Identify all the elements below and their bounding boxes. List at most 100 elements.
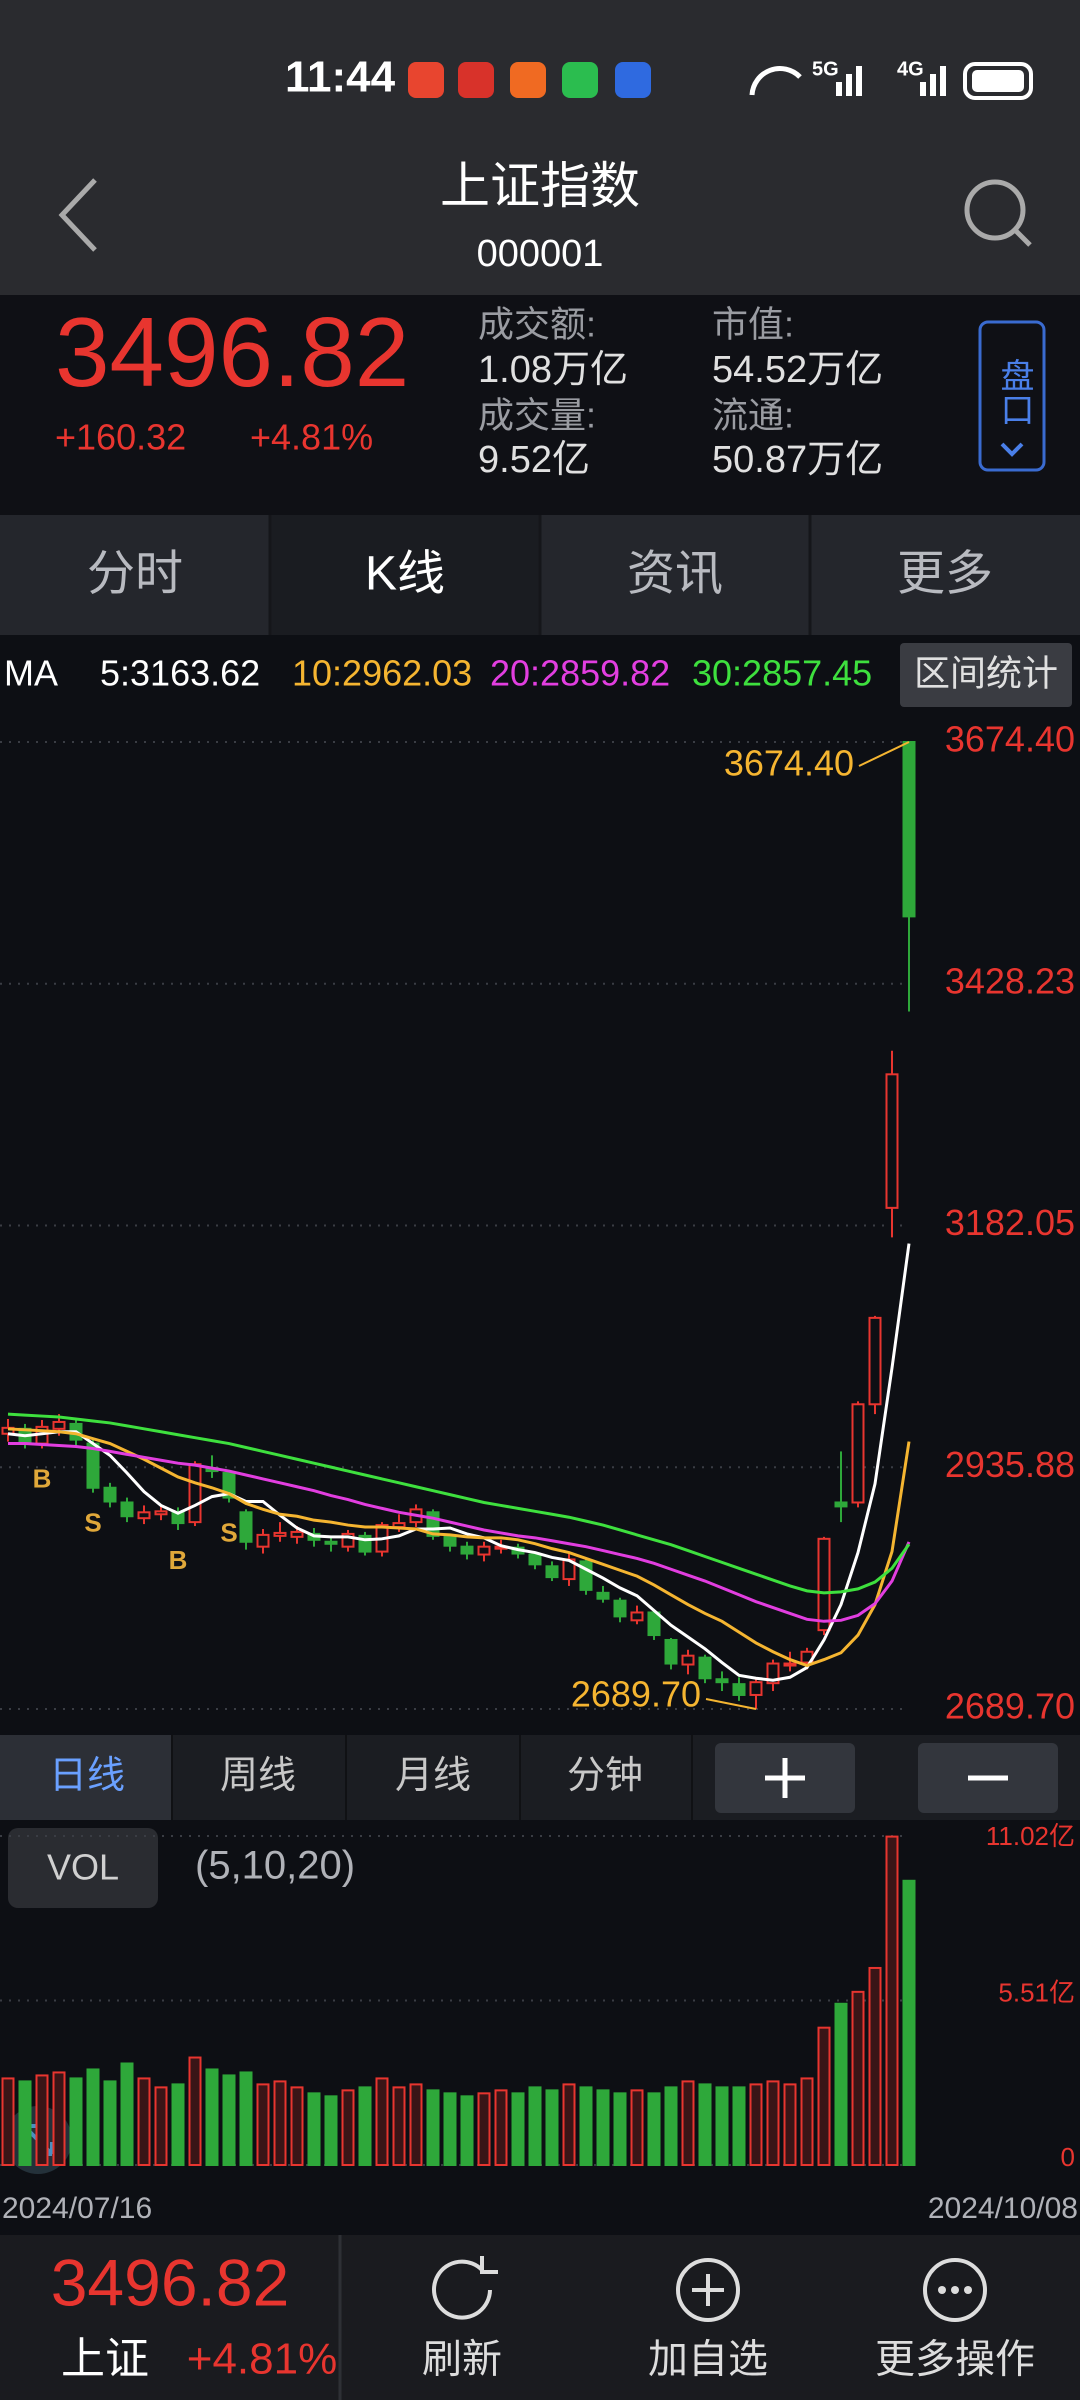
period-tab[interactable]: 周线 xyxy=(220,1755,296,1797)
battery xyxy=(963,62,1033,100)
candle-body xyxy=(681,1654,695,1666)
candle-body xyxy=(273,1531,287,1537)
app-icon xyxy=(562,62,598,98)
volume-bar xyxy=(732,2086,746,2166)
volume-bar xyxy=(749,2083,763,2167)
candle-body xyxy=(137,1511,151,1520)
signal-bar xyxy=(930,74,936,96)
clock: 11:44 xyxy=(285,53,396,102)
volume-bar xyxy=(188,2056,202,2167)
legend-entry: 20:2859.82 xyxy=(490,653,670,694)
stat-value: 50.87万亿 xyxy=(712,439,883,481)
period-tab[interactable]: 月线 xyxy=(395,1755,471,1797)
volume-bar xyxy=(409,2083,423,2167)
stat-value: 9.52亿 xyxy=(478,439,590,481)
active-period-bg xyxy=(0,1735,172,1820)
change: +160.32 xyxy=(55,417,186,458)
signal-label: B xyxy=(169,1545,188,1575)
refresh-button[interactable]: 刷新 xyxy=(422,2256,502,2382)
volume-bar xyxy=(69,2077,83,2167)
more-actions-button[interactable]: 更多操作 xyxy=(875,2258,1035,2382)
app-icon xyxy=(408,62,444,98)
signal-bar xyxy=(836,82,842,96)
stat-label: 流通: xyxy=(712,395,794,436)
x-tick-label: 2024/10/08 xyxy=(928,2192,1078,2225)
bottom-name: 上证 xyxy=(61,2335,149,2384)
candle-body xyxy=(103,1486,117,1503)
legend-entry: 5:3163.62 xyxy=(100,653,260,694)
bottom-bg xyxy=(0,2235,1080,2400)
volume-bar xyxy=(341,2089,355,2167)
volume-bar xyxy=(664,2086,678,2166)
refresh-icon xyxy=(432,2259,492,2320)
volume-bar xyxy=(579,2086,593,2166)
volume-bar xyxy=(392,2086,406,2166)
candle-body xyxy=(358,1534,372,1553)
quote-bg xyxy=(0,295,1080,515)
volume-bar xyxy=(596,2089,610,2167)
legend-entry: 10:2962.03 xyxy=(292,653,472,694)
volume-bar xyxy=(851,1990,865,2167)
button-bg xyxy=(900,643,1072,707)
tab[interactable]: 资讯 xyxy=(627,548,723,601)
page-title: 上证指数 xyxy=(440,158,640,214)
volume-bar xyxy=(511,2092,525,2166)
stat-value: 54.52万亿 xyxy=(712,349,883,391)
add-watchlist-button[interactable]: 加自选 xyxy=(648,2258,768,2382)
tab[interactable]: 更多 xyxy=(897,548,993,601)
candle-body xyxy=(885,1073,899,1209)
candle-body xyxy=(528,1553,542,1566)
candle-body xyxy=(426,1511,440,1537)
candle-body xyxy=(902,741,916,918)
zoom-out-button[interactable] xyxy=(918,1743,1058,1813)
candle-body xyxy=(1,1426,15,1435)
period-bg xyxy=(0,1735,1080,1820)
y-tick-label: 5.51亿 xyxy=(998,1977,1075,2007)
volume-bar xyxy=(902,1879,916,2166)
signal-bar xyxy=(846,74,852,96)
x-tick-label: 2024/07/16 xyxy=(2,2192,152,2225)
candle-body xyxy=(783,1662,797,1667)
volume-bar xyxy=(800,2077,814,2167)
min-label: 2689.70 xyxy=(571,1674,701,1715)
volume-bar xyxy=(120,2062,134,2167)
index-code: 000001 xyxy=(477,233,604,275)
order-book-button[interactable]: 盘口 xyxy=(978,320,1046,472)
active-tab-bg xyxy=(270,515,540,635)
action-label: 加自选 xyxy=(648,2338,768,2382)
candle-body xyxy=(732,1683,746,1696)
volume-bar xyxy=(885,1835,899,2166)
volume-bar xyxy=(103,2080,117,2166)
zoom-in-button[interactable] xyxy=(715,1743,855,1813)
volume-bar xyxy=(783,2083,797,2167)
button-label: 盘口 xyxy=(995,358,1033,426)
volume-bar xyxy=(477,2092,491,2166)
back-button[interactable] xyxy=(58,178,97,252)
vol-params: (5,10,20) xyxy=(195,1844,355,1888)
search-icon xyxy=(1013,228,1032,247)
signal-bar xyxy=(920,82,926,96)
volume-bar xyxy=(494,2089,508,2167)
search-button[interactable] xyxy=(964,179,1032,247)
tab[interactable]: 分时 xyxy=(87,548,183,601)
volume-bar xyxy=(256,2083,270,2167)
button-label: 区间统计 xyxy=(914,653,1058,694)
volume-bar xyxy=(766,2080,780,2166)
candle-body xyxy=(766,1662,780,1685)
range-stats-button[interactable]: 区间统计 xyxy=(900,643,1072,707)
more-icon xyxy=(923,2258,987,2322)
max-pointer xyxy=(858,741,910,767)
volume-bar xyxy=(290,2086,304,2166)
bottom-price: 3496.82 xyxy=(51,2245,290,2319)
tab[interactable]: K线 xyxy=(365,548,445,601)
volume-bar xyxy=(171,2083,185,2167)
candle-body xyxy=(120,1501,134,1518)
candle-body xyxy=(851,1403,865,1504)
period-tab[interactable]: 分钟 xyxy=(567,1755,643,1797)
volume-bar xyxy=(18,2080,32,2166)
candle-body xyxy=(460,1545,474,1555)
period-tab[interactable]: 日线 xyxy=(49,1755,125,1797)
app-icon xyxy=(615,62,651,98)
more-icon xyxy=(938,2286,946,2294)
top-bg xyxy=(0,0,1080,295)
